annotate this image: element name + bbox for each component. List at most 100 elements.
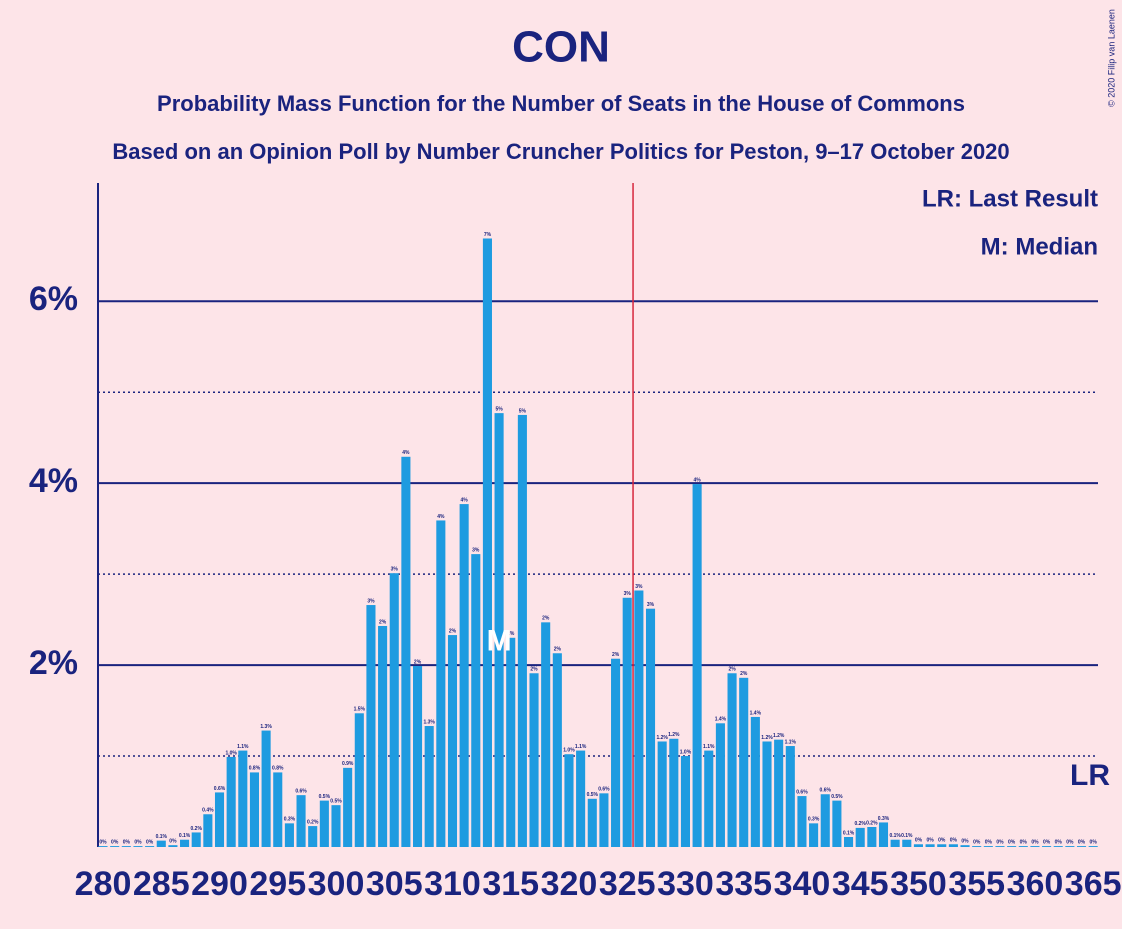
bar — [634, 590, 644, 847]
value-label: 2% — [612, 652, 620, 658]
bar — [890, 839, 900, 847]
value-label: 1.4% — [715, 717, 727, 723]
value-label: 0% — [938, 838, 946, 844]
value-label: 1.0% — [680, 749, 692, 755]
bar — [832, 800, 842, 847]
value-label: 0% — [973, 839, 981, 845]
bar — [739, 677, 749, 847]
value-label: 0.8% — [272, 766, 284, 772]
bar — [214, 792, 225, 847]
bar — [389, 573, 399, 847]
value-label: 1.2% — [761, 735, 773, 741]
bar — [156, 840, 166, 847]
bar — [424, 726, 434, 847]
value-label: 0% — [1078, 839, 1086, 845]
bar — [121, 846, 131, 847]
bar — [587, 798, 597, 847]
bar — [482, 238, 492, 847]
value-label: 0% — [1020, 839, 1028, 845]
chart-subtitle: Probability Mass Function for the Number… — [157, 91, 965, 116]
legend-entry: M: Median — [981, 233, 1098, 260]
bar — [1042, 846, 1052, 847]
bar — [576, 750, 586, 847]
bar — [669, 738, 679, 847]
value-label: 0.6% — [598, 787, 610, 793]
bar — [284, 823, 294, 847]
credit: © 2020 Filip van Laenen — [1106, 9, 1116, 107]
bar — [343, 767, 353, 847]
value-label: 3% — [647, 602, 655, 608]
value-label: 0.1% — [901, 833, 913, 839]
x-tick-label: 285 — [133, 865, 190, 903]
value-label: 2% — [507, 631, 515, 637]
value-label: 1.5% — [354, 707, 366, 713]
value-label: 0% — [99, 839, 107, 845]
value-label: 0.1% — [156, 834, 168, 840]
bar — [611, 658, 621, 847]
bar — [797, 796, 807, 847]
y-tick-label: 6% — [29, 280, 78, 318]
bar — [238, 750, 248, 847]
value-label: 2% — [379, 619, 387, 625]
value-label: 0% — [1055, 839, 1063, 845]
value-label: 0% — [985, 839, 993, 845]
x-tick-label: 350 — [890, 865, 947, 903]
bar — [471, 554, 481, 847]
value-label: 1.1% — [785, 739, 797, 745]
bar — [168, 845, 178, 847]
value-label: 1.4% — [750, 710, 762, 716]
value-label: 0% — [1066, 839, 1074, 845]
value-label: 1.2% — [656, 735, 668, 741]
x-tick-label: 320 — [541, 865, 598, 903]
bar — [401, 456, 411, 847]
value-label: 0.5% — [330, 798, 342, 804]
bar — [937, 844, 947, 847]
bar — [506, 637, 516, 847]
bar — [145, 846, 155, 847]
value-label: 3% — [635, 584, 643, 590]
x-tick-label: 300 — [308, 865, 365, 903]
bar — [552, 653, 562, 847]
value-label: 3% — [472, 547, 480, 553]
bar — [110, 846, 120, 847]
bar — [960, 845, 970, 847]
bar — [564, 754, 574, 847]
x-tick-label: 360 — [1007, 865, 1064, 903]
x-tick-label: 340 — [774, 865, 831, 903]
bar — [972, 846, 982, 847]
bar — [366, 605, 376, 847]
bar — [1030, 846, 1040, 847]
value-label: 0% — [926, 838, 934, 844]
bar — [447, 635, 458, 847]
bar — [785, 746, 795, 847]
bar — [226, 756, 236, 847]
value-label: 1.0% — [563, 748, 575, 754]
bar — [599, 793, 609, 847]
value-label: 0% — [169, 839, 177, 845]
bar — [249, 772, 260, 847]
bar — [983, 846, 993, 847]
value-label: 0.1% — [179, 833, 191, 839]
value-label: 0.2% — [307, 819, 319, 825]
bar — [1007, 846, 1017, 847]
bar — [878, 822, 889, 847]
value-label: 2% — [530, 667, 538, 673]
bar — [331, 805, 341, 847]
chart-title: CON — [512, 23, 610, 72]
bar — [680, 756, 691, 847]
value-label: 0.8% — [249, 766, 261, 772]
bar — [902, 839, 912, 847]
value-label: 0.2% — [854, 821, 866, 827]
bar — [913, 844, 923, 847]
value-label: 0.5% — [831, 794, 843, 800]
value-label: 0.4% — [202, 808, 214, 814]
value-label: 1.0% — [225, 750, 237, 756]
value-label: 7% — [484, 232, 492, 238]
value-label: 0% — [1090, 839, 1098, 845]
x-tick-label: 335 — [715, 865, 772, 903]
value-label: 0% — [996, 839, 1004, 845]
median-marker: M — [487, 625, 512, 658]
bar — [1088, 846, 1098, 847]
